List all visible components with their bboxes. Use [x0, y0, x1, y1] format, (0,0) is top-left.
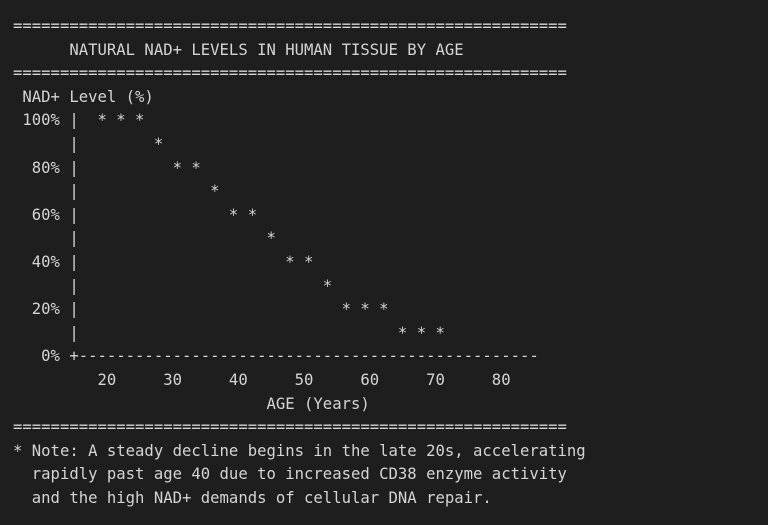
- plot-row-30: | *: [13, 276, 333, 295]
- plot-row-70: | *: [13, 182, 220, 201]
- chart-title-line: NATURAL NAD+ LEVELS IN HUMAN TISSUE BY A…: [13, 40, 464, 59]
- separator-line-bottom: ========================================…: [13, 418, 567, 437]
- note-line-1: * Note: A steady decline begins in the l…: [13, 441, 586, 460]
- plot-row-50: | *: [13, 229, 276, 248]
- plot-row-40: 40% | * *: [13, 252, 314, 271]
- plot-row-20: 20% | * * *: [13, 300, 389, 319]
- x-axis-ticks-line: 20 30 40 50 60 70 80: [13, 370, 511, 389]
- plot-row-100: 100% | * * *: [13, 111, 145, 130]
- x-axis-line: 0% +------------------------------------…: [13, 347, 539, 366]
- note-line-3: and the high NAD+ demands of cellular DN…: [13, 488, 492, 507]
- terminal-output: ========================================…: [13, 15, 586, 510]
- y-axis-label-line: NAD+ Level (%): [13, 87, 154, 106]
- plot-row-60: 60% | * *: [13, 205, 258, 224]
- separator-line-title: ========================================…: [13, 64, 567, 83]
- x-axis-label-line: AGE (Years): [13, 394, 370, 413]
- plot-row-10: | * * *: [13, 323, 445, 342]
- separator-line-top: ========================================…: [13, 17, 567, 35]
- note-line-2: rapidly past age 40 due to increased CD3…: [13, 465, 567, 484]
- plot-row-80: 80% | * *: [13, 158, 201, 177]
- plot-row-90: | *: [13, 134, 164, 153]
